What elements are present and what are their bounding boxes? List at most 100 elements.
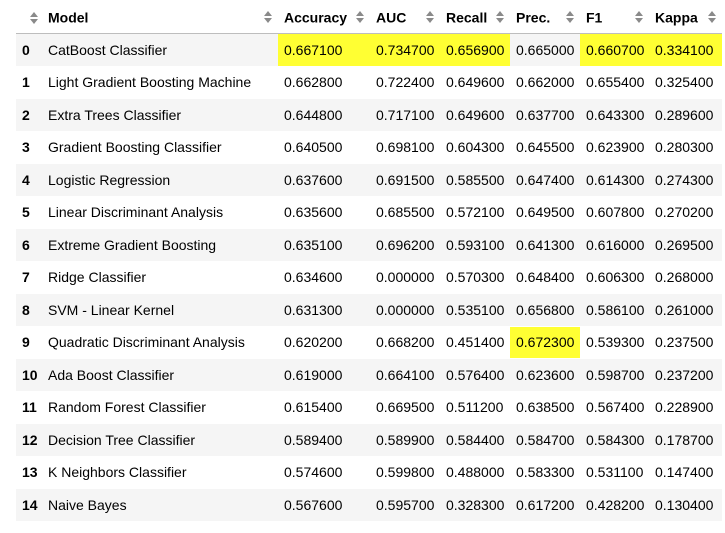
column-header-label: AUC — [376, 9, 407, 26]
row-index: 11 — [16, 391, 42, 424]
column-header-kappa[interactable]: Kappa — [649, 0, 722, 34]
accuracy-cell: 0.634600 — [278, 261, 370, 294]
f1-cell: 0.643300 — [580, 98, 649, 132]
auc-cell: 0.698100 — [370, 131, 440, 164]
kappa-cell: 0.269500 — [649, 228, 722, 262]
sort-icon[interactable] — [708, 11, 716, 23]
sort-icon[interactable] — [566, 11, 574, 23]
auc-cell: 0.691500 — [370, 163, 440, 197]
f1-cell: 0.616000 — [580, 228, 649, 262]
row-index: 10 — [16, 358, 42, 392]
row-index: 14 — [16, 488, 42, 522]
prec-cell: 0.584700 — [510, 423, 580, 457]
column-header-accuracy[interactable]: Accuracy — [278, 0, 370, 34]
f1-cell: 0.428200 — [580, 488, 649, 522]
column-header-f1[interactable]: F1 — [580, 0, 649, 34]
column-header-precision[interactable]: Prec. — [510, 0, 580, 34]
recall-cell: 0.584400 — [440, 423, 510, 457]
row-index: 6 — [16, 228, 42, 262]
column-header-label: Kappa — [655, 9, 698, 26]
prec-cell: 0.672300 — [510, 326, 580, 359]
table-row: 10 Ada Boost Classifier 0.619000 0.664100 0.… — [16, 358, 722, 392]
prec-cell: 0.649500 — [510, 196, 580, 229]
kappa-cell: 0.147400 — [649, 456, 722, 489]
model-name-cell: Extra Trees Classifier — [42, 98, 278, 132]
auc-cell: 0.000000 — [370, 261, 440, 294]
table-row: 12 Decision Tree Classifier 0.589400 0.5899… — [16, 423, 722, 457]
column-header-label: Model — [48, 9, 89, 26]
accuracy-cell: 0.662800 — [278, 66, 370, 99]
row-index: 8 — [16, 293, 42, 327]
f1-cell: 0.614300 — [580, 163, 649, 197]
f1-cell: 0.655400 — [580, 66, 649, 99]
column-header-label: Accuracy — [284, 9, 348, 26]
column-header-label: Recall — [446, 9, 488, 26]
f1-cell: 0.607800 — [580, 196, 649, 229]
prec-cell: 0.617200 — [510, 488, 580, 522]
prec-cell: 0.583300 — [510, 456, 580, 489]
accuracy-cell: 0.631300 — [278, 293, 370, 327]
model-name-cell: Extreme Gradient Boosting — [42, 228, 278, 262]
column-header-model[interactable]: Model — [42, 0, 278, 34]
sort-icon[interactable] — [496, 11, 504, 23]
accuracy-cell: 0.589400 — [278, 423, 370, 457]
row-index: 7 — [16, 261, 42, 294]
prec-cell: 0.638500 — [510, 391, 580, 424]
auc-cell: 0.668200 — [370, 326, 440, 359]
row-index: 4 — [16, 163, 42, 197]
kappa-cell: 0.268000 — [649, 261, 722, 294]
model-name-cell: Light Gradient Boosting Machine — [42, 66, 278, 99]
accuracy-cell: 0.637600 — [278, 163, 370, 197]
accuracy-cell: 0.615400 — [278, 391, 370, 424]
recall-cell: 0.593100 — [440, 228, 510, 262]
auc-cell: 0.685500 — [370, 196, 440, 229]
kappa-cell: 0.270200 — [649, 196, 722, 229]
row-index: 3 — [16, 131, 42, 164]
sort-icon[interactable] — [426, 11, 434, 23]
table-row: 5 Linear Discriminant Analysis 0.635600 0.6… — [16, 196, 722, 229]
table-row: 13 K Neighbors Classifier 0.574600 0.599800… — [16, 456, 722, 489]
table-row: 4 Logistic Regression 0.637600 0.691500 0.58… — [16, 163, 722, 197]
table-row: 3 Gradient Boosting Classifier 0.640500 0.6… — [16, 131, 722, 164]
model-comparison-table-container: Model Accuracy AUC Recall Prec. — [16, 0, 722, 522]
column-header-index[interactable] — [16, 0, 42, 34]
prec-cell: 0.648400 — [510, 261, 580, 294]
kappa-cell: 0.178700 — [649, 423, 722, 457]
f1-cell: 0.623900 — [580, 131, 649, 164]
prec-cell: 0.637700 — [510, 98, 580, 132]
kappa-cell: 0.334100 — [649, 33, 722, 67]
table-row: 6 Extreme Gradient Boosting 0.635100 0.6962… — [16, 228, 722, 262]
model-name-cell: Decision Tree Classifier — [42, 423, 278, 457]
table-header: Model Accuracy AUC Recall Prec. — [16, 0, 722, 34]
recall-cell: 0.535100 — [440, 293, 510, 327]
column-header-auc[interactable]: AUC — [370, 0, 440, 34]
sort-icon[interactable] — [30, 11, 38, 24]
accuracy-cell: 0.567600 — [278, 488, 370, 522]
column-header-recall[interactable]: Recall — [440, 0, 510, 34]
auc-cell: 0.669500 — [370, 391, 440, 424]
auc-cell: 0.734700 — [370, 33, 440, 67]
recall-cell: 0.656900 — [440, 33, 510, 67]
prec-cell: 0.656800 — [510, 293, 580, 327]
recall-cell: 0.576400 — [440, 358, 510, 392]
model-name-cell: Logistic Regression — [42, 163, 278, 197]
table-row: 11 Random Forest Classifier 0.615400 0.6695… — [16, 391, 722, 424]
model-name-cell: Random Forest Classifier — [42, 391, 278, 424]
recall-cell: 0.328300 — [440, 488, 510, 522]
table-row: 9 Quadratic Discriminant Analysis 0.620200… — [16, 326, 722, 359]
model-name-cell: Quadratic Discriminant Analysis — [42, 326, 278, 359]
row-index: 13 — [16, 456, 42, 489]
auc-cell: 0.589900 — [370, 423, 440, 457]
accuracy-cell: 0.635600 — [278, 196, 370, 229]
auc-cell: 0.664100 — [370, 358, 440, 392]
sort-icon[interactable] — [264, 11, 272, 23]
model-comparison-table: Model Accuracy AUC Recall Prec. — [16, 0, 722, 522]
f1-cell: 0.584300 — [580, 423, 649, 457]
model-name-cell: Naive Bayes — [42, 488, 278, 522]
kappa-cell: 0.237200 — [649, 358, 722, 392]
row-index: 1 — [16, 66, 42, 99]
sort-icon[interactable] — [635, 11, 643, 23]
auc-cell: 0.696200 — [370, 228, 440, 262]
sort-icon[interactable] — [356, 11, 364, 23]
recall-cell: 0.570300 — [440, 261, 510, 294]
